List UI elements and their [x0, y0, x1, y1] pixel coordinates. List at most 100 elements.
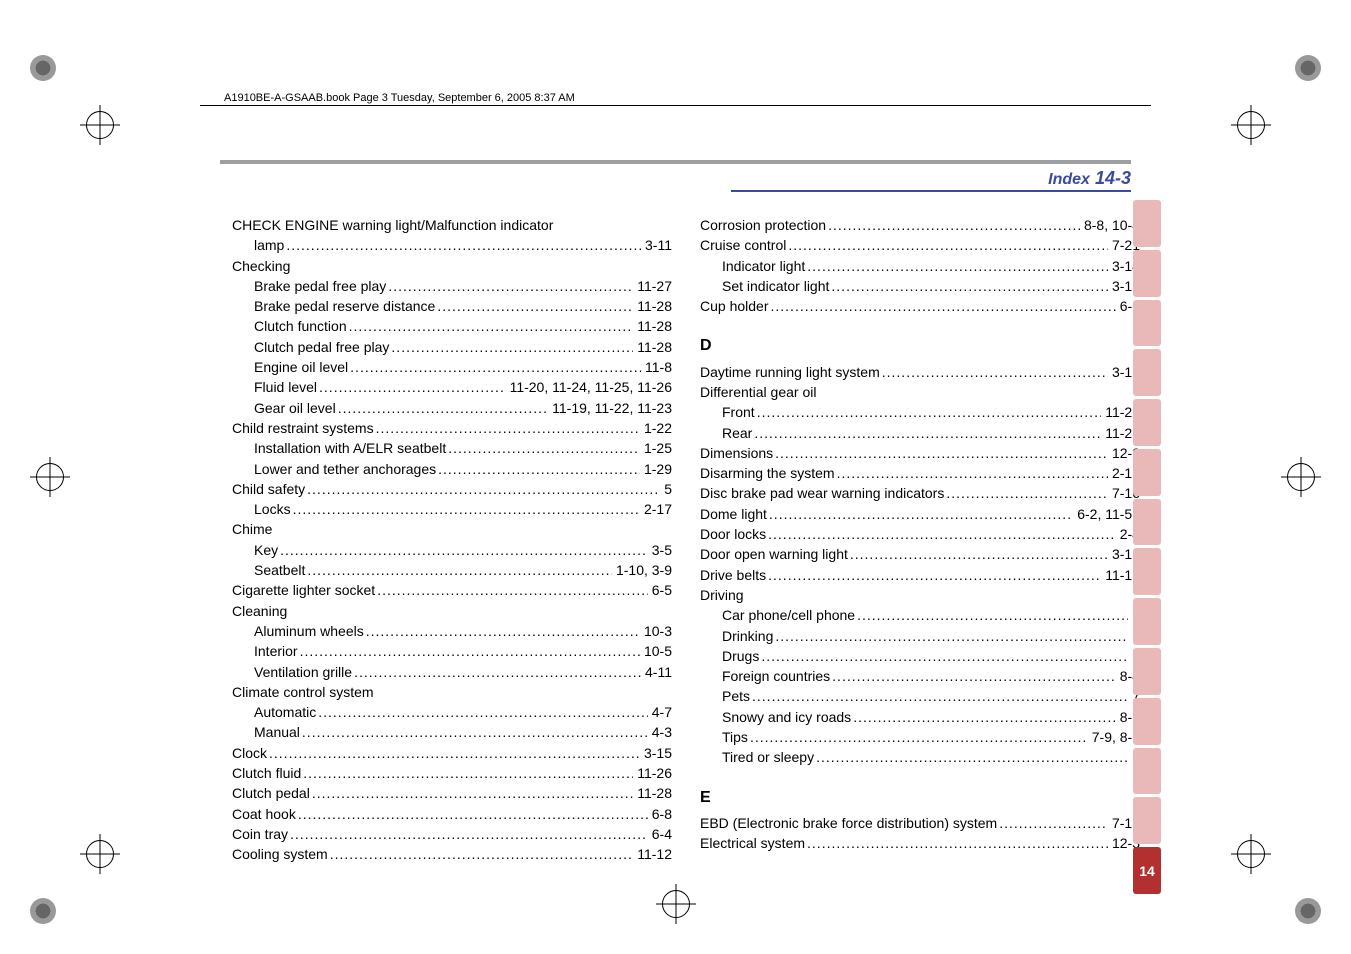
index-entry: Drinking6 [700, 626, 1140, 646]
index-entry: Locks2-17 [232, 499, 672, 519]
index-entry-label: Drugs [722, 646, 759, 666]
index-entry-label: Coat hook [232, 804, 296, 824]
leader-dots [336, 398, 548, 418]
leader-dots [786, 235, 1108, 255]
leader-dots [848, 544, 1108, 564]
index-entry-label: Pets [722, 686, 750, 706]
index-entry-label: Drive belts [700, 565, 766, 585]
index-entry: Front11-22 [700, 402, 1140, 422]
chapter-tab [1133, 250, 1161, 297]
index-entry-continuation: lamp 3-11 [232, 235, 672, 255]
chapter-tab [1133, 300, 1161, 347]
index-entry: Daytime running light system3-17 [700, 362, 1140, 382]
index-entry: Foreign countries8-4 [700, 666, 1140, 686]
leader-dots [773, 626, 1128, 646]
index-entry-page: 4-3 [648, 722, 672, 742]
index-entry: Automatic4-7 [232, 702, 672, 722]
leader-dots [364, 621, 640, 641]
leader-dots [296, 804, 648, 824]
index-entry: CHECK ENGINE warning light/Malfunction i… [232, 215, 672, 256]
index-section-letter: E [700, 786, 1140, 809]
registration-dot [1295, 55, 1321, 81]
leader-dots [300, 722, 648, 742]
index-entry: Aluminum wheels10-3 [232, 621, 672, 641]
index-entry-label: Cigarette lighter socket [232, 580, 375, 600]
index-entry-label: Child restraint systems [232, 418, 374, 438]
index-entry-label: Child safety [232, 479, 305, 499]
leader-dots [805, 256, 1108, 276]
index-entry-page: 6-8 [648, 804, 672, 824]
index-entry-page: 5 [660, 479, 672, 499]
chapter-tab [1133, 449, 1161, 496]
index-entry: Door locks2-4 [700, 524, 1140, 544]
index-entry-heading: Climate control system [232, 682, 672, 702]
index-entry-page: 6-2, 11-52 [1073, 504, 1140, 524]
leader-dots [750, 686, 1128, 706]
index-entry: Electrical system12-3 [700, 833, 1140, 853]
index-entry: Clutch function11-28 [232, 316, 672, 336]
leader-dots [830, 666, 1116, 686]
index-entry-label: Rear [722, 423, 752, 443]
leader-dots [301, 763, 633, 783]
index-entry-label: CHECK ENGINE warning light/Malfunction i… [232, 215, 672, 235]
page-header-label: Index [1048, 171, 1090, 188]
index-entry-label: Seatbelt [254, 560, 305, 580]
index-entry-label: Key [254, 540, 278, 560]
registration-target-left [30, 457, 70, 497]
index-entry: Dimensions12-2 [700, 443, 1140, 463]
index-entry-page: 1-25 [640, 438, 672, 458]
index-entry-label: lamp [254, 235, 284, 255]
leader-dots [317, 377, 506, 397]
index-entry: Set indicator light3-15 [700, 276, 1140, 296]
leader-dots [305, 560, 612, 580]
index-entry-label: Cruise control [700, 235, 786, 255]
leader-dots [375, 580, 648, 600]
index-entry-page: 11-8 [641, 357, 672, 377]
leader-dots [855, 605, 1128, 625]
leader-dots [352, 662, 641, 682]
crop-mark-bottom-left [30, 834, 120, 924]
registration-target-right [1281, 457, 1321, 497]
chapter-tab [1133, 499, 1161, 546]
index-entry: Manual4-3 [232, 722, 672, 742]
registration-dot [1295, 898, 1321, 924]
leader-dots [305, 479, 660, 499]
index-entry: Ventilation grille4-11 [232, 662, 672, 682]
index-entry-page: 1-29 [640, 459, 672, 479]
index-entry-label: Installation with A/ELR seatbelt [254, 438, 446, 458]
index-entry-page: 11-28 [633, 296, 672, 316]
leader-dots [826, 215, 1080, 235]
index-entry-label: Aluminum wheels [254, 621, 364, 641]
index-entry: Cruise control7-21 [700, 235, 1140, 255]
book-header-text: A1910BE-A-GSAAB.book Page 3 Tuesday, Sep… [220, 92, 579, 104]
leader-dots [374, 418, 640, 438]
chapter-tab [1133, 698, 1161, 745]
leader-dots [436, 459, 640, 479]
index-entry: Seatbelt1-10, 3-9 [232, 560, 672, 580]
index-entry: Snowy and icy roads8-7 [700, 707, 1140, 727]
index-entry-label: Tips [722, 727, 748, 747]
leader-dots [288, 824, 648, 844]
index-column-left: CHECK ENGINE warning light/Malfunction i… [232, 215, 672, 865]
leader-dots [316, 702, 648, 722]
index-entry-page: 4-7 [648, 702, 672, 722]
index-entry-page: 4-11 [641, 662, 672, 682]
index-entry: Dome light6-2, 11-52 [700, 504, 1140, 524]
index-entry-label: Door locks [700, 524, 766, 544]
index-entry: Key3-5 [232, 540, 672, 560]
chapter-tab [1133, 399, 1161, 446]
index-entry-page: 6-4 [648, 824, 672, 844]
leader-dots [755, 402, 1102, 422]
index-entry-label: Clock [232, 743, 267, 763]
index-entry-page: 3-11 [641, 235, 672, 255]
registration-target-bottom [656, 884, 696, 924]
index-entry: Tired or sleepy7 [700, 747, 1140, 767]
chapter-tab [1133, 200, 1161, 247]
index-entry: Rear11-23 [700, 423, 1140, 443]
leader-dots [773, 443, 1108, 463]
index-entry-label: Disc brake pad wear warning indicators [700, 483, 944, 503]
page-top-band [220, 160, 1131, 164]
leader-dots [997, 813, 1108, 833]
chapter-tab [1133, 548, 1161, 595]
page-header: Index 14-3 [1048, 168, 1131, 189]
